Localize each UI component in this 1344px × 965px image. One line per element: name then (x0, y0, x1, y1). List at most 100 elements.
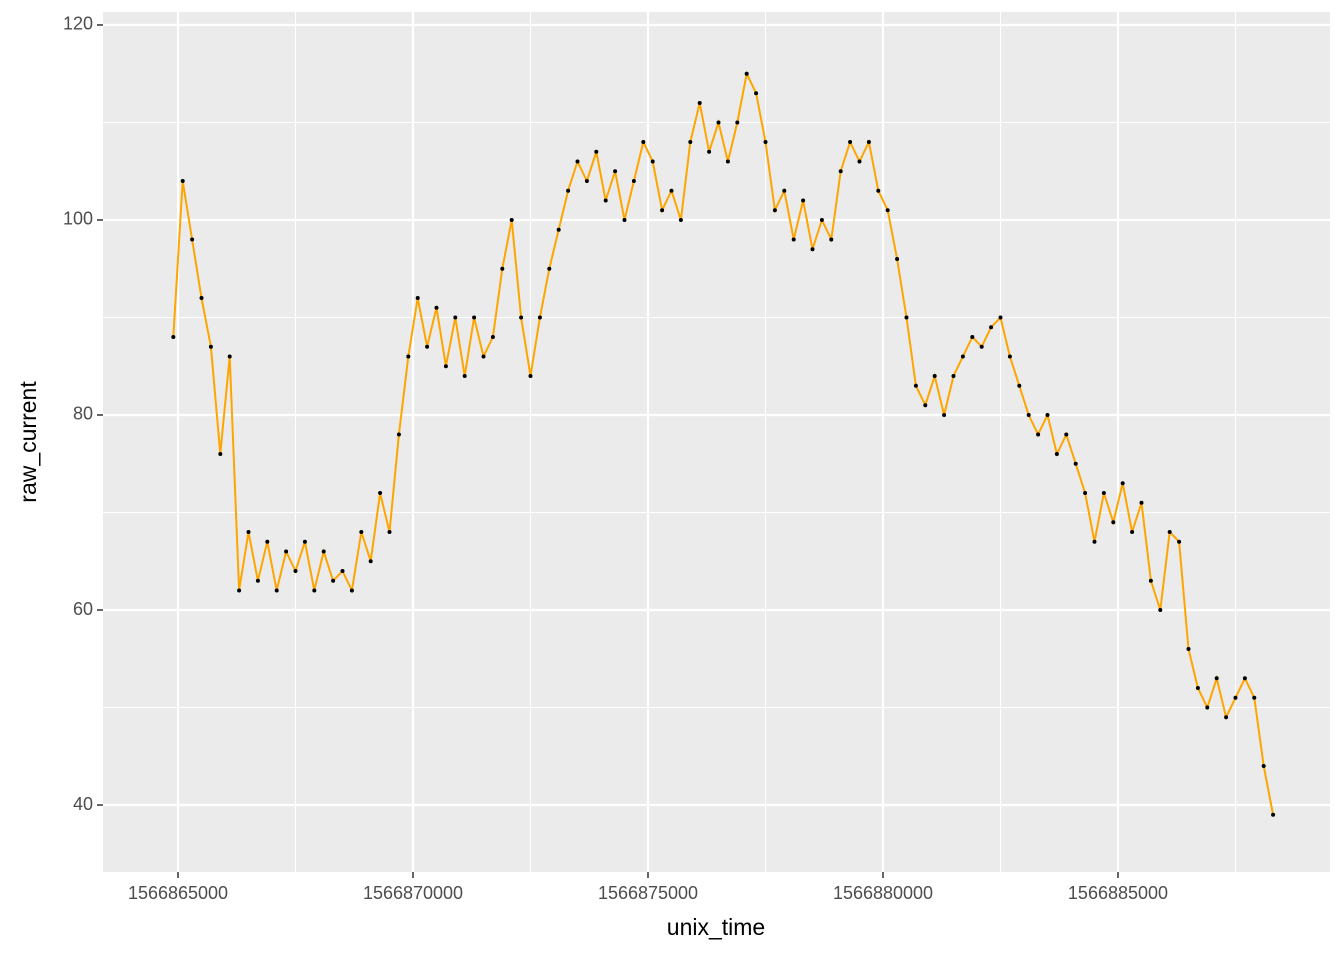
data-point (227, 354, 232, 359)
data-point (660, 208, 665, 213)
data-point (519, 315, 524, 320)
x-tick-label: 1566885000 (1068, 883, 1168, 903)
data-point (1148, 578, 1153, 583)
data-point (462, 373, 467, 378)
data-point (500, 266, 505, 271)
y-axis-title: raw_current (15, 381, 41, 503)
data-point (613, 169, 618, 174)
panel (103, 12, 1330, 872)
x-tick-label: 1566870000 (363, 883, 463, 903)
data-point (368, 559, 373, 564)
x-tick-label: 1566880000 (833, 883, 933, 903)
data-point (443, 364, 448, 369)
data-point (208, 344, 213, 349)
data-point (895, 256, 900, 261)
data-point (509, 217, 514, 222)
data-point (1120, 481, 1125, 486)
data-point (359, 529, 364, 534)
data-point (631, 178, 636, 183)
data-point (857, 159, 862, 164)
data-point (885, 208, 890, 213)
data-point (829, 237, 834, 242)
data-point (246, 529, 251, 534)
data-point (998, 315, 1003, 320)
data-point (1158, 608, 1163, 613)
data-point (321, 549, 326, 554)
data-point (1271, 812, 1276, 817)
data-point (237, 588, 242, 593)
data-point (387, 529, 392, 534)
y-tick-label: 40 (73, 794, 93, 814)
data-point (688, 139, 693, 144)
data-point (312, 588, 317, 593)
data-line (172, 70, 1275, 815)
data-point (1224, 715, 1229, 720)
data-point (378, 490, 383, 495)
data-point (716, 120, 721, 125)
data-point (415, 295, 420, 300)
data-point (735, 120, 740, 125)
data-point (1252, 695, 1257, 700)
data-point (989, 325, 994, 330)
data-point (979, 344, 984, 349)
data-point (603, 198, 608, 203)
data-point (1073, 461, 1078, 466)
data-point (594, 149, 599, 154)
data-point (1205, 705, 1210, 710)
data-point (970, 334, 975, 339)
data-point (725, 159, 730, 164)
data-point (960, 354, 965, 359)
data-point (284, 549, 289, 554)
x-axis-title: unix_time (667, 914, 765, 940)
data-point (1214, 676, 1219, 681)
data-point (1083, 490, 1088, 495)
data-point (453, 315, 458, 320)
data-point (171, 334, 176, 339)
data-point (1195, 686, 1200, 691)
data-point (575, 159, 580, 164)
data-point (199, 295, 204, 300)
data-point (481, 354, 486, 359)
data-point (293, 569, 298, 573)
data-point (819, 217, 824, 222)
data-point (528, 373, 533, 378)
data-point (791, 237, 796, 242)
data-point (255, 578, 260, 583)
data-point (340, 569, 345, 573)
data-point (913, 383, 918, 388)
data-point (923, 403, 928, 408)
y-tick-label: 80 (73, 404, 93, 424)
data-point (1167, 529, 1172, 534)
data-point (556, 227, 561, 232)
data-point (349, 588, 354, 593)
data-point (1177, 539, 1182, 544)
data-point (754, 91, 759, 96)
data-point (1036, 432, 1041, 437)
data-point (744, 71, 749, 76)
x-tick-label: 1566865000 (128, 883, 228, 903)
data-point (1242, 676, 1247, 681)
data-point (678, 217, 683, 222)
x-tick-label: 1566875000 (598, 883, 698, 903)
data-point (180, 178, 185, 183)
data-point (190, 237, 195, 242)
data-point (801, 198, 806, 203)
data-point (1261, 764, 1266, 769)
data-point (1130, 529, 1135, 534)
data-point (838, 169, 843, 174)
data-point (537, 315, 542, 320)
data-point (1186, 647, 1191, 652)
data-point (1045, 412, 1050, 417)
data-point (772, 208, 777, 213)
data-point (707, 149, 712, 154)
data-point (1007, 354, 1012, 359)
data-point (472, 315, 477, 320)
data-point (641, 139, 646, 144)
y-tick-label: 120 (63, 14, 93, 34)
data-point (622, 217, 627, 222)
data-point (763, 139, 768, 144)
data-point (566, 188, 571, 193)
data-point (810, 247, 815, 252)
